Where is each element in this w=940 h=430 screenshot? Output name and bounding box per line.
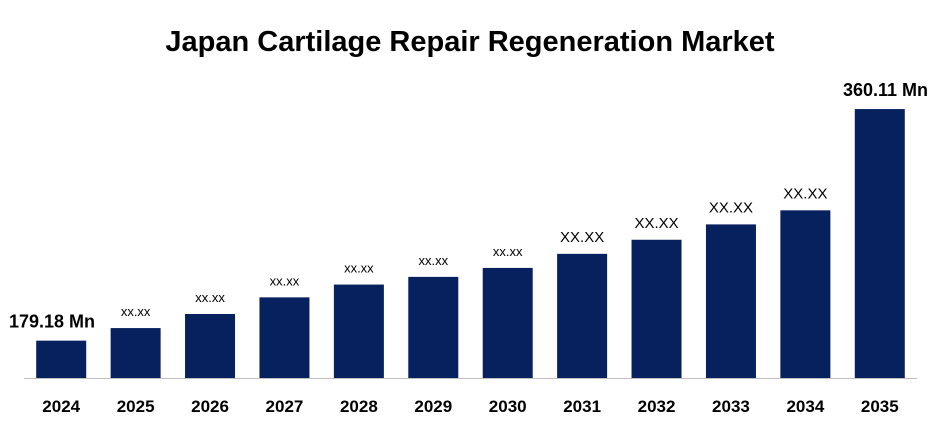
x-tick-label: 2027 [266,397,304,416]
data-label: xx.xx [493,244,523,259]
x-tick-label: 2032 [638,397,676,416]
bar [631,239,682,378]
data-label: XX.XX [783,185,827,202]
bar [854,109,905,378]
bar [185,314,236,378]
x-tick-label: 2031 [563,397,601,416]
data-label: xx.xx [418,253,448,268]
data-label: XX.XX [560,229,604,246]
x-tick-label: 2026 [191,397,229,416]
data-label: xx.xx [344,261,374,276]
data-label: xx.xx [195,290,225,305]
bar [705,224,756,378]
x-tick-label: 2034 [786,397,824,416]
x-tick-label: 2035 [861,397,899,416]
x-tick-label: 2025 [117,397,155,416]
bar [482,267,533,378]
data-label: xx.xx [270,273,300,288]
data-label: 179.18 Mn [9,312,95,332]
data-label: 360.11 Mn [843,80,928,100]
bar [259,297,310,378]
bar [557,253,608,378]
bar [333,284,384,378]
x-tick-label: 2028 [340,397,378,416]
bar [780,210,831,378]
bar [36,340,87,378]
x-tick-label: 2029 [414,397,452,416]
x-tick-label: 2030 [489,397,527,416]
bar [110,328,161,378]
chart-title: Japan Cartilage Repair Regeneration Mark… [165,26,775,58]
data-label: XX.XX [709,199,753,216]
x-tick-label: 2024 [42,397,80,416]
bar [408,276,459,378]
data-label: XX.XX [634,215,678,232]
x-tick-label: 2033 [712,397,750,416]
data-label: xx.xx [121,304,151,319]
